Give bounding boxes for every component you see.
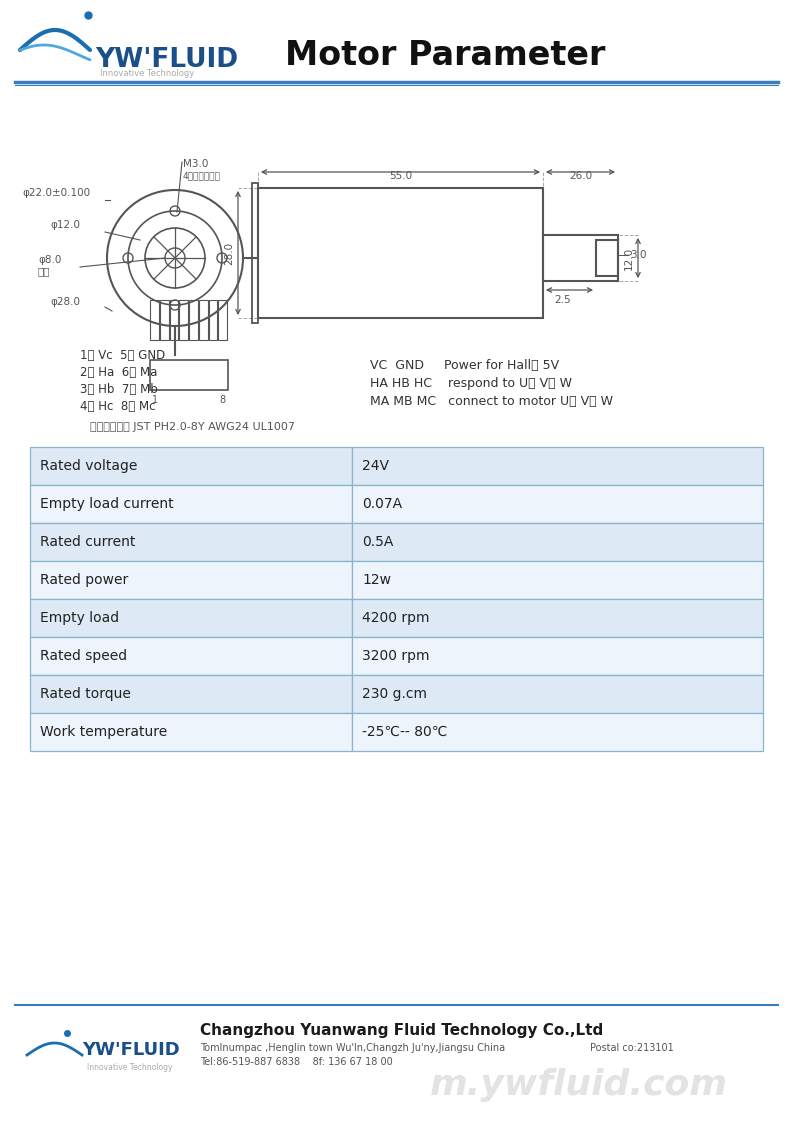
Text: 1: 1 — [152, 395, 158, 405]
Bar — [543, 234, 618, 280]
Text: φ28.0: φ28.0 — [50, 297, 80, 307]
Text: φ8.0: φ8.0 — [38, 255, 61, 265]
Text: -25℃-- 80℃: -25℃-- 80℃ — [362, 725, 447, 739]
Text: 0.5A: 0.5A — [362, 535, 393, 549]
Text: 1： Vc  5： GND: 1： Vc 5： GND — [80, 349, 165, 361]
Bar — [352, 675, 763, 712]
Bar — [30, 447, 352, 485]
Bar — [199, 300, 208, 340]
Bar — [352, 599, 763, 637]
Bar — [30, 675, 352, 712]
Text: YW'FLUID: YW'FLUID — [82, 1041, 180, 1059]
Text: 24V: 24V — [362, 459, 389, 473]
Text: M3.0: M3.0 — [183, 159, 209, 169]
Bar — [189, 300, 197, 340]
Bar — [159, 300, 168, 340]
Text: MA MB MC   connect to motor U， V， W: MA MB MC connect to motor U， V， W — [370, 395, 613, 407]
Text: 26.0: 26.0 — [569, 171, 592, 181]
Bar — [179, 300, 188, 340]
Bar — [30, 523, 352, 561]
Text: Innovative Technology: Innovative Technology — [87, 1063, 173, 1072]
Text: 4200 rpm: 4200 rpm — [362, 611, 430, 625]
Bar — [352, 637, 763, 675]
Text: Changzhou Yuanwang Fluid Technology Co.,Ltd: Changzhou Yuanwang Fluid Technology Co.,… — [200, 1022, 603, 1038]
Bar — [596, 240, 618, 276]
Text: Innovative Technology: Innovative Technology — [100, 68, 194, 77]
Text: m.ywfluid.com: m.ywfluid.com — [430, 1068, 728, 1102]
Text: 穿孔: 穿孔 — [38, 266, 51, 276]
Text: 2.5: 2.5 — [554, 295, 571, 305]
Text: 4个均布，打穿: 4个均布，打穿 — [183, 171, 221, 180]
Text: 0.07A: 0.07A — [362, 497, 402, 511]
Bar — [218, 300, 227, 340]
Text: Motor Parameter: Motor Parameter — [285, 38, 605, 72]
Text: 2： Ha  6： Ma: 2： Ha 6： Ma — [80, 366, 157, 378]
Bar — [30, 712, 352, 751]
Text: 3.0: 3.0 — [630, 250, 646, 260]
Bar — [252, 183, 258, 323]
Text: φ22.0±0.100: φ22.0±0.100 — [22, 188, 90, 197]
Text: Postal co:213101: Postal co:213101 — [590, 1043, 674, 1054]
Bar — [209, 300, 217, 340]
Text: Work temperature: Work temperature — [40, 725, 167, 739]
Text: YW'FLUID: YW'FLUID — [95, 47, 238, 73]
Bar — [352, 447, 763, 485]
Bar — [30, 485, 352, 523]
Text: VC  GND     Power for Hall， 5V: VC GND Power for Hall， 5V — [370, 359, 559, 371]
Text: 28.0: 28.0 — [224, 241, 234, 265]
Text: 引出线接口： JST PH2.0-8Y AWG24 UL1007: 引出线接口： JST PH2.0-8Y AWG24 UL1007 — [90, 422, 295, 432]
Text: 12.0: 12.0 — [624, 247, 634, 269]
Bar — [352, 523, 763, 561]
Text: Rated speed: Rated speed — [40, 649, 127, 663]
Bar — [30, 599, 352, 637]
Text: Tomlnumpac ,Henglin town Wu'ln,Changzh Ju'ny,Jiangsu China: Tomlnumpac ,Henglin town Wu'ln,Changzh J… — [200, 1043, 505, 1054]
Text: 4： Hc  8： Mc: 4： Hc 8： Mc — [80, 399, 155, 413]
Text: Rated torque: Rated torque — [40, 687, 131, 701]
Text: Rated power: Rated power — [40, 573, 128, 587]
Text: Tel:86-519-887 6838    8f: 136 67 18 00: Tel:86-519-887 6838 8f: 136 67 18 00 — [200, 1057, 393, 1067]
Text: 12w: 12w — [362, 573, 391, 587]
Text: Rated current: Rated current — [40, 535, 136, 549]
Text: HA HB HC    respond to U， V， W: HA HB HC respond to U， V， W — [370, 377, 572, 389]
Bar — [258, 188, 543, 318]
Text: Empty load current: Empty load current — [40, 497, 174, 511]
Bar — [352, 561, 763, 599]
Text: 230 g.cm: 230 g.cm — [362, 687, 427, 701]
Bar — [352, 485, 763, 523]
Text: Empty load: Empty load — [40, 611, 119, 625]
Text: 55.0: 55.0 — [389, 171, 412, 181]
Text: Rated voltage: Rated voltage — [40, 459, 137, 473]
Bar — [170, 300, 178, 340]
Bar — [150, 300, 159, 340]
Text: φ12.0: φ12.0 — [50, 220, 80, 230]
Bar — [30, 561, 352, 599]
Text: 8: 8 — [220, 395, 226, 405]
Bar — [30, 637, 352, 675]
Text: 3200 rpm: 3200 rpm — [362, 649, 430, 663]
Bar — [150, 360, 228, 390]
Bar — [352, 712, 763, 751]
Text: 3： Hb  7： Mb: 3： Hb 7： Mb — [80, 383, 158, 395]
